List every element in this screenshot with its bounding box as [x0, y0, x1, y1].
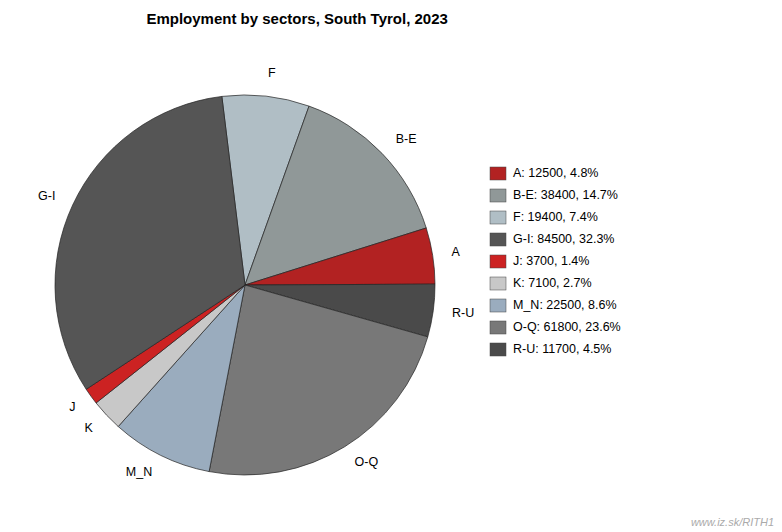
legend-label: R-U: 11700, 4.5% [513, 342, 611, 356]
slice-label: R-U [452, 306, 474, 320]
legend-label: J: 3700, 1.4% [513, 254, 589, 268]
legend-label: B-E: 38400, 14.7% [513, 188, 618, 202]
slice-label: A [452, 245, 461, 259]
legend: A: 12500, 4.8% B-E: 38400, 14.7% F: 19400,… [490, 166, 621, 356]
legend-swatch [490, 233, 506, 246]
legend-swatch [490, 343, 506, 356]
legend-label: O-Q: 61800, 23.6% [513, 320, 621, 334]
slice-label: O-Q [355, 455, 379, 469]
legend-item: K: 7100, 2.7% [490, 276, 592, 290]
slice-label: F [268, 66, 276, 80]
pie-slice [245, 228, 435, 285]
pie-slice [55, 96, 245, 389]
legend-item: O-Q: 61800, 23.6% [490, 320, 621, 334]
legend-swatch [490, 255, 506, 268]
legend-item: M_N: 22500, 8.6% [490, 298, 617, 312]
slice-labels: F B-E A R-U O-Q M_N KJ G-I [38, 66, 474, 478]
legend-item: A: 12500, 4.8% [490, 166, 598, 180]
slice-label: M_N [126, 465, 152, 479]
legend-swatch [490, 277, 506, 290]
legend-swatch [490, 167, 506, 180]
chart: Employment by sectors, South Tyrol, 2023… [0, 0, 782, 532]
pie-slice [209, 285, 428, 475]
legend-label: F: 19400, 7.4% [513, 210, 598, 224]
legend-label: M_N: 22500, 8.6% [513, 298, 617, 312]
legend-swatch [490, 321, 506, 334]
legend-label: K: 7100, 2.7% [513, 276, 592, 290]
legend-label: G-I: 84500, 32.3% [513, 232, 614, 246]
legend-swatch [490, 299, 506, 312]
slice-label: G-I [38, 189, 55, 203]
slice-label: K [84, 421, 93, 435]
slice-label: B-E [396, 132, 417, 146]
legend-item: J: 3700, 1.4% [490, 254, 589, 268]
legend-item: B-E: 38400, 14.7% [490, 188, 618, 202]
legend-item: R-U: 11700, 4.5% [490, 342, 611, 356]
slice-label: J [69, 400, 75, 414]
title: Employment by sectors, South Tyrol, 2023 [146, 10, 447, 27]
legend-swatch [490, 189, 506, 202]
watermark: www.iz.sk/RITH1 [691, 516, 774, 528]
legend-item: F: 19400, 7.4% [490, 210, 598, 224]
pie [55, 95, 435, 475]
legend-swatch [490, 211, 506, 224]
legend-item: G-I: 84500, 32.3% [490, 232, 614, 246]
legend-label: A: 12500, 4.8% [513, 166, 598, 180]
